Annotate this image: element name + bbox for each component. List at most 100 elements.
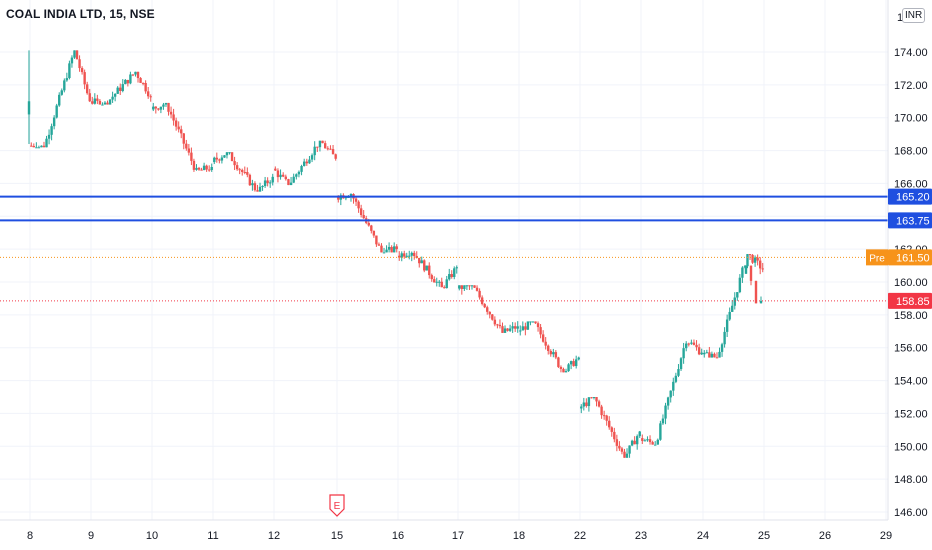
- candle-body: [392, 246, 396, 253]
- earnings-event-icon: [329, 494, 345, 517]
- candle-body: [445, 279, 448, 289]
- candle-body: [674, 375, 678, 382]
- candle-body: [329, 148, 332, 150]
- candle-body: [710, 353, 714, 358]
- candle-body: [669, 390, 672, 398]
- candle-body: [266, 180, 269, 184]
- candle-body: [318, 140, 322, 148]
- candle-body: [256, 190, 259, 192]
- candle-body: [276, 170, 280, 178]
- candle-body: [695, 344, 698, 348]
- candle-body: [113, 93, 117, 97]
- y-tick-label: 150.00: [894, 441, 928, 453]
- candle-body: [230, 152, 234, 162]
- candle-body: [93, 98, 97, 104]
- x-tick-label: 23: [635, 530, 647, 542]
- candle-body: [488, 311, 491, 315]
- y-tick-label: 148.00: [894, 474, 928, 486]
- candle-body: [511, 326, 514, 329]
- candle-body: [60, 90, 63, 95]
- currency-badge[interactable]: INR: [902, 8, 926, 23]
- candle-body: [387, 246, 391, 250]
- candle-body: [738, 277, 742, 293]
- candle-body: [751, 254, 754, 263]
- candle-body: [513, 326, 517, 329]
- candle-body: [440, 281, 443, 288]
- y-tick-label-partial: 1: [897, 12, 903, 24]
- candle-body: [159, 106, 163, 110]
- candle-body: [554, 352, 558, 358]
- candle-body: [415, 256, 418, 258]
- candle-body: [88, 93, 91, 102]
- candle-body: [723, 331, 726, 345]
- candle-body: [235, 165, 239, 170]
- candle-body: [108, 99, 112, 105]
- candle-body: [30, 145, 33, 147]
- candle-body: [375, 235, 378, 245]
- candle-body: [664, 405, 667, 419]
- candle-body: [748, 254, 752, 256]
- candle-body: [55, 105, 58, 118]
- candle-body: [496, 324, 499, 326]
- candle-body: [385, 249, 388, 253]
- candle-body: [106, 102, 109, 105]
- candle-body: [651, 442, 654, 445]
- candle-body: [661, 418, 665, 424]
- y-tick-label: 166.00: [894, 178, 928, 190]
- candle-body: [761, 268, 764, 270]
- pre-price-label-bg: [888, 249, 932, 266]
- candle-body: [37, 147, 41, 149]
- candle-body: [592, 397, 596, 398]
- candle-body: [524, 326, 527, 330]
- candle-body: [70, 57, 74, 64]
- candle-body: [405, 255, 408, 257]
- x-tick-label: 24: [697, 530, 709, 542]
- y-tick-label: 172.00: [894, 80, 928, 92]
- candle-body: [210, 167, 213, 171]
- candle-body: [574, 359, 578, 367]
- candle-body: [541, 334, 545, 342]
- candle-body: [200, 169, 203, 171]
- candle-body: [197, 167, 201, 170]
- candle-body: [455, 267, 458, 269]
- candle-body: [300, 166, 303, 172]
- x-tick-label: 10: [146, 530, 158, 542]
- candle-body: [295, 174, 298, 177]
- candle-body: [641, 438, 644, 441]
- candle-body: [271, 176, 274, 183]
- x-tick-label: 17: [452, 530, 464, 542]
- candle-body: [468, 285, 471, 287]
- candle-body: [284, 176, 288, 180]
- candle-body: [73, 50, 76, 58]
- candle-body: [483, 304, 486, 308]
- candle-body: [547, 345, 550, 351]
- candle-body: [190, 152, 193, 161]
- candle-body: [448, 274, 451, 280]
- candle-body: [220, 157, 224, 161]
- candle-body: [370, 225, 373, 231]
- candle-body: [308, 159, 311, 164]
- candle-body: [580, 406, 583, 409]
- candle-body: [610, 427, 613, 432]
- candle-body: [162, 104, 165, 107]
- candle-body: [80, 68, 84, 73]
- candle-body: [261, 186, 264, 188]
- candle-body: [292, 176, 295, 183]
- candle-body: [326, 148, 330, 150]
- candle-body: [682, 348, 685, 359]
- candle-body: [359, 208, 363, 216]
- candle-body: [367, 222, 370, 226]
- candle-body: [756, 257, 759, 261]
- candle-body: [679, 358, 683, 370]
- candle-body: [213, 157, 216, 163]
- x-tick-label: 15: [331, 530, 343, 542]
- candle-body: [111, 96, 114, 100]
- candle-body: [35, 147, 38, 149]
- candle-body: [656, 439, 659, 445]
- candle-body: [218, 159, 221, 161]
- candle-body: [677, 369, 680, 376]
- y-tick-label: 158.00: [894, 310, 928, 322]
- candle-body: [557, 357, 560, 367]
- candle-body: [475, 287, 479, 291]
